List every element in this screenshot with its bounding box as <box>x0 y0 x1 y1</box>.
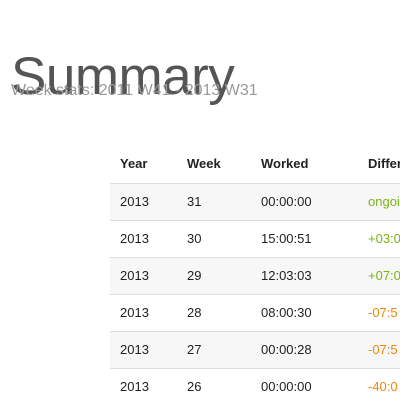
table-row: 2013 31 00:00:00 ongoi <box>110 182 400 220</box>
cell-year: 2013 <box>110 256 177 294</box>
cell-week: 27 <box>177 330 251 368</box>
cell-year: 2013 <box>110 367 177 400</box>
cell-week: 30 <box>177 219 251 257</box>
cell-worked: 00:00:28 <box>251 330 358 368</box>
table-row: 2013 26 00:00:00 -40:0 <box>110 367 400 400</box>
column-header-worked: Worked <box>251 144 358 184</box>
cell-difference: -07:5 <box>358 330 400 368</box>
cell-year: 2013 <box>110 330 177 368</box>
cell-year: 2013 <box>110 293 177 331</box>
cell-difference: +03:0 <box>358 219 400 257</box>
cell-week: 31 <box>177 182 251 220</box>
cell-week: 29 <box>177 256 251 294</box>
page-title: Summary <box>11 46 235 106</box>
week-stats-table-container: Year Week Worked Differ 2013 31 00:00:00… <box>110 144 400 400</box>
cell-year: 2013 <box>110 219 177 257</box>
cell-difference: ongoi <box>358 182 400 220</box>
cell-worked: 00:00:00 <box>251 182 358 220</box>
table-row: 2013 28 08:00:30 -07:5 <box>110 293 400 331</box>
cell-week: 26 <box>177 367 251 400</box>
cell-worked: 00:00:00 <box>251 367 358 400</box>
cell-worked: 15:00:51 <box>251 219 358 257</box>
table-row: 2013 27 00:00:28 -07:5 <box>110 330 400 368</box>
cell-difference: +07:0 <box>358 256 400 294</box>
cell-difference: -40:0 <box>358 367 400 400</box>
cell-week: 28 <box>177 293 251 331</box>
week-stats-table: Year Week Worked Differ 2013 31 00:00:00… <box>110 144 400 400</box>
cell-difference: -07:5 <box>358 293 400 331</box>
table-row: 2013 29 12:03:03 +07:0 <box>110 256 400 294</box>
cell-worked: 12:03:03 <box>251 256 358 294</box>
column-header-year: Year <box>110 144 177 184</box>
cell-worked: 08:00:30 <box>251 293 358 331</box>
table-header-row: Year Week Worked Differ <box>110 144 400 184</box>
column-header-week: Week <box>177 144 251 184</box>
cell-year: 2013 <box>110 182 177 220</box>
table-row: 2013 30 15:00:51 +03:0 <box>110 219 400 257</box>
page-subtitle: Week stats: 2011 W41 - 2013 W31 <box>11 82 258 99</box>
column-header-difference: Differ <box>358 144 400 184</box>
